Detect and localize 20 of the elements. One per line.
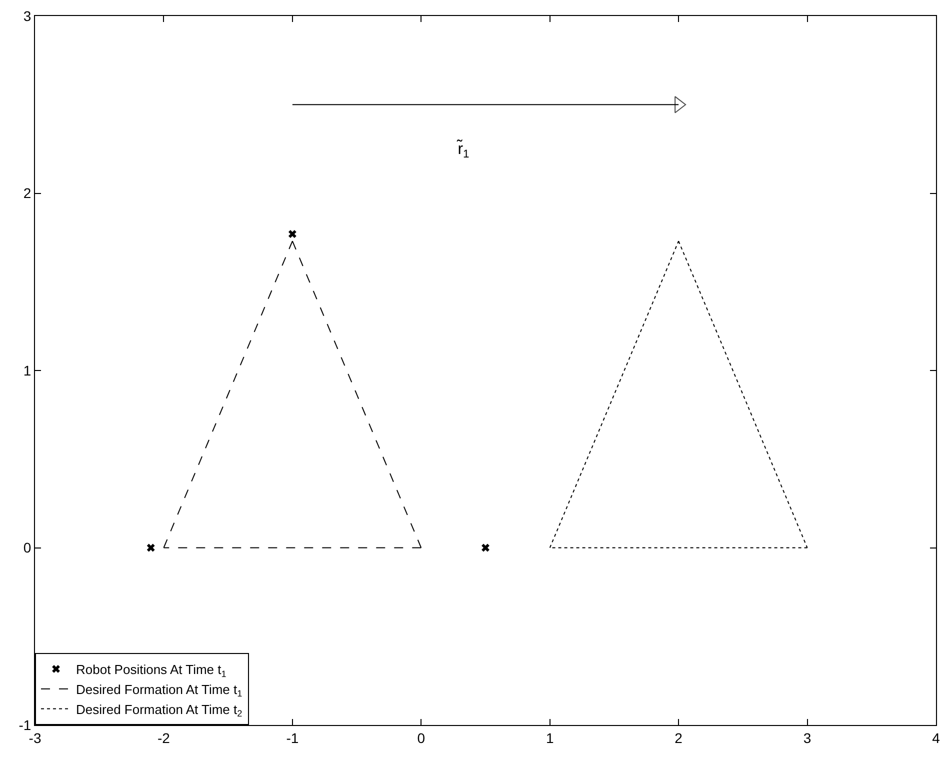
legend-label: Desired Formation At Time t$_{2}$ <box>76 702 242 719</box>
y-tick-label: 0 <box>23 540 32 556</box>
x-tick-label: 2 <box>674 730 683 746</box>
x-tick-label: -2 <box>157 730 170 746</box>
y-tick-label: -1 <box>18 716 32 733</box>
point <box>146 544 155 552</box>
y-tick-label: 1 <box>23 362 32 378</box>
y-tick-label: 2 <box>23 185 32 202</box>
annotation: r̃$_{1}$ <box>456 139 470 160</box>
point <box>482 544 490 552</box>
x-tick-label: -1 <box>286 730 299 746</box>
x-tick-label: 4 <box>932 730 940 746</box>
legend-label: Desired Formation At Time t$_{1}$ <box>76 682 242 699</box>
x-tick-label: -3 <box>28 730 42 746</box>
x-tick-label: 1 <box>546 730 554 746</box>
y-tick-label: 3 <box>23 8 32 24</box>
x-tick-label: 0 <box>417 730 426 746</box>
point <box>288 230 296 238</box>
legend-label: Robot Positions At Time t$_{1}$ <box>76 662 226 679</box>
x-tick-label: 3 <box>803 730 812 746</box>
